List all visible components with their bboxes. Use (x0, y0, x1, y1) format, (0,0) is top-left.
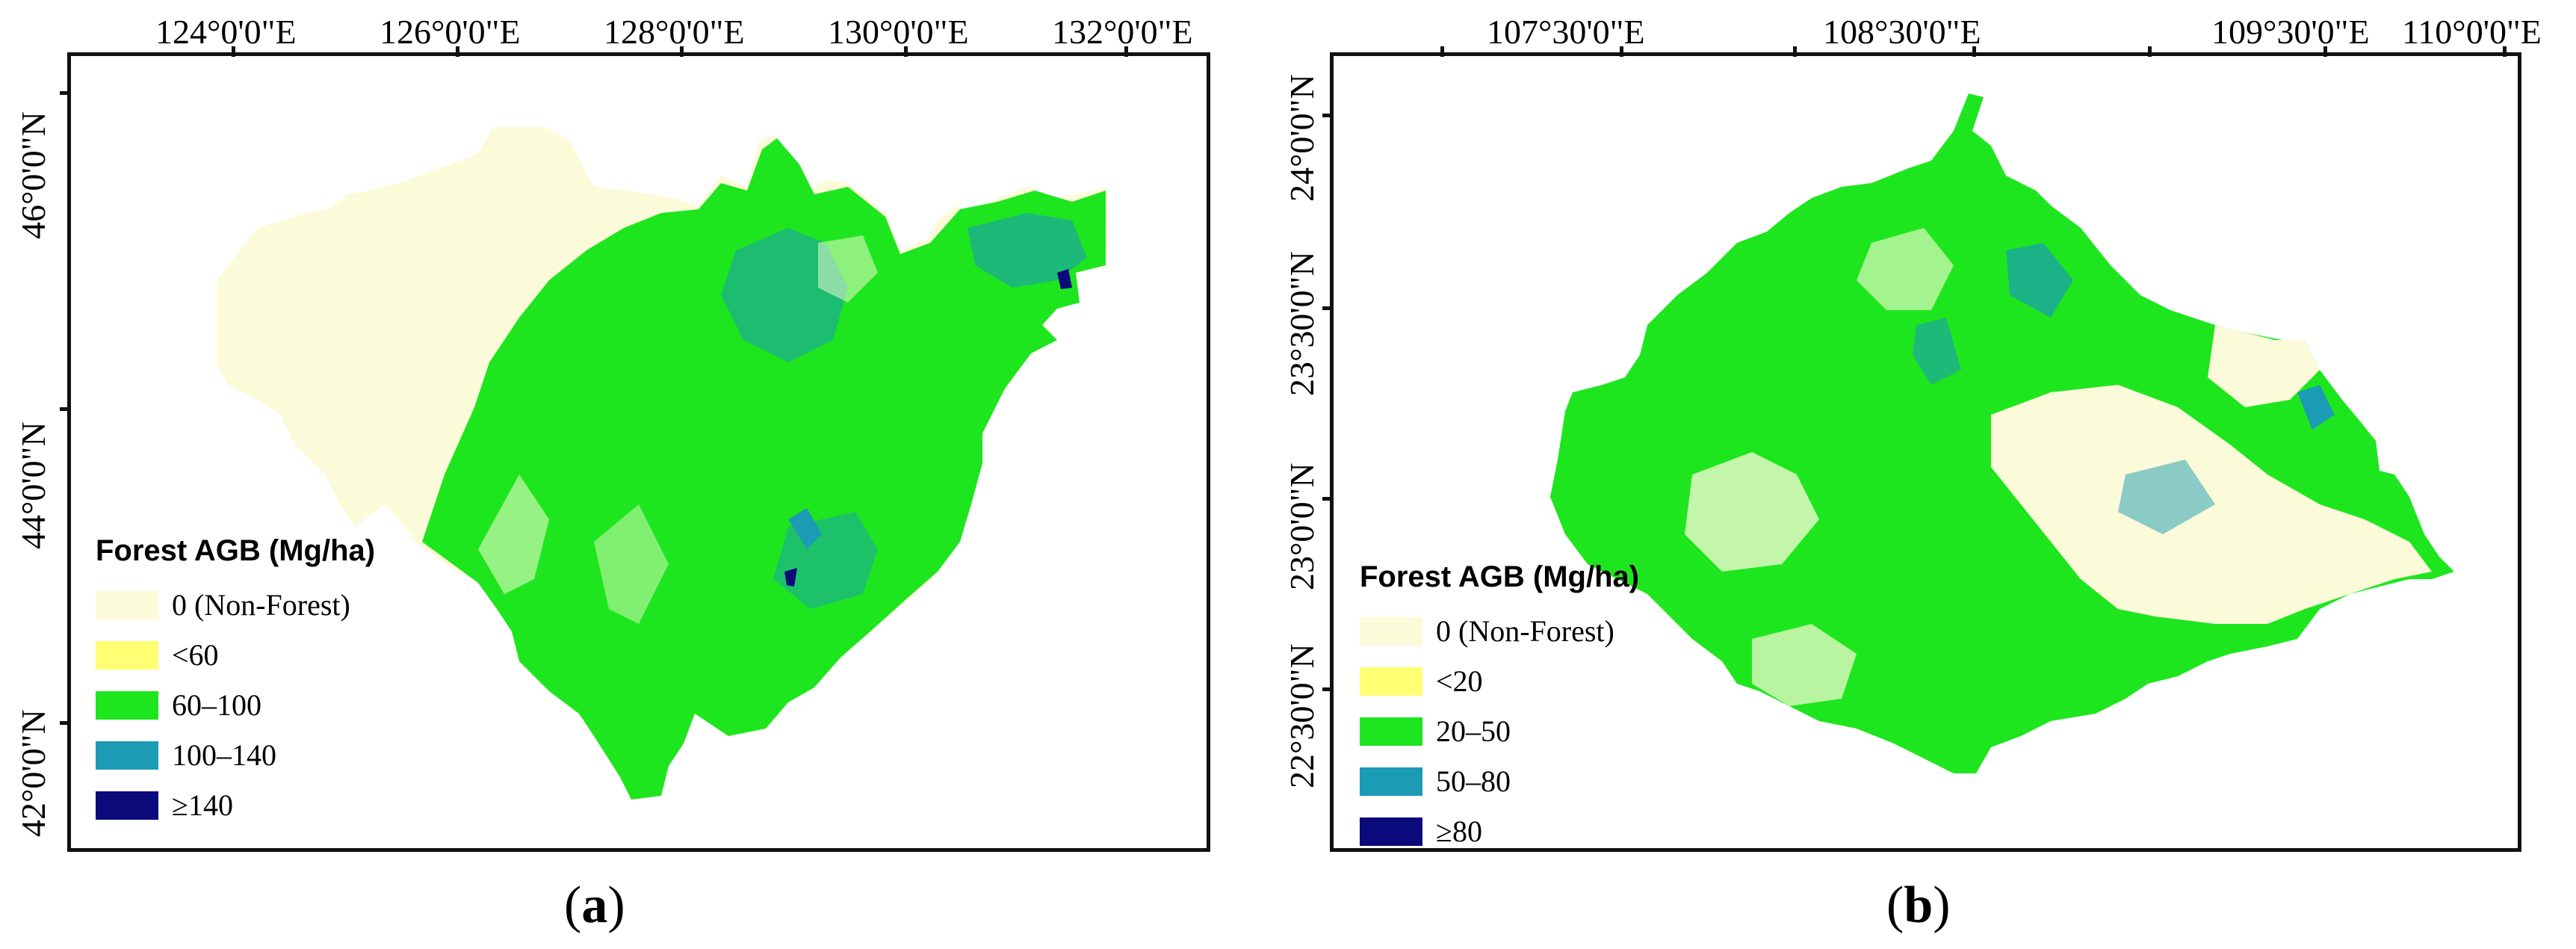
legend-title: Forest AGB (Mg/ha) (1360, 560, 1640, 593)
lat-label: 44°0'0"N (14, 421, 52, 549)
panel-caption-a: (a) (564, 877, 625, 934)
lat-label: 24°0'0"N (1283, 74, 1321, 202)
lat-label: 22°30'0"N (1283, 643, 1321, 788)
legend-label: ≥80 (1436, 814, 1482, 848)
lon-label: 128°0'0"E (604, 13, 745, 51)
lat-label: 46°0'0"N (14, 111, 52, 239)
legend-item: 0 (Non-Forest) (96, 580, 375, 630)
legend-label: 20–50 (1436, 714, 1511, 748)
legend-swatch (96, 690, 158, 720)
legend-swatch (1360, 616, 1422, 646)
legend-label: 0 (Non-Forest) (1436, 614, 1614, 648)
legend-swatch (96, 640, 158, 670)
region-forest-50-80 (1913, 318, 1961, 385)
lat-label: 23°0'0"N (1283, 463, 1321, 590)
region-forest-140 (1057, 269, 1072, 289)
legend-item: 0 (Non-Forest) (1360, 606, 1639, 656)
region-non-forest (1752, 624, 1857, 706)
legend-a: Forest AGB (Mg/ha) 0 (Non-Forest) <60 60… (96, 534, 375, 830)
forest-agb-map-a (217, 127, 1109, 800)
legend-item: 20–50 (1360, 706, 1639, 756)
legend-label: 50–80 (1436, 764, 1511, 798)
legend-item: 100–140 (96, 730, 375, 780)
lon-label: 108°30'0"E (1823, 13, 1981, 51)
legend-item: 60–100 (96, 680, 375, 730)
lat-label: 42°0'0"N (14, 709, 52, 837)
legend-item: <60 (96, 630, 375, 680)
region-non-forest (2208, 325, 2320, 407)
legend-swatch (1360, 717, 1422, 746)
legend-label: 60–100 (172, 688, 261, 722)
legend-label: 100–140 (172, 738, 276, 772)
lon-label: 124°0'0"E (155, 13, 297, 51)
legend-swatch (96, 741, 158, 770)
region-non-forest (1857, 228, 1954, 310)
lon-label: 130°0'0"E (828, 13, 969, 51)
legend-item: ≥80 (1360, 806, 1639, 856)
legend-b: Forest AGB (Mg/ha) 0 (Non-Forest) <20 20… (1360, 560, 1639, 856)
region-forest-100-140 (721, 228, 848, 362)
region-forest-50-80 (2297, 385, 2335, 430)
lat-label: 23°30'0"N (1283, 251, 1321, 396)
legend-item: 50–80 (1360, 756, 1639, 806)
legend-item: ≥140 (96, 780, 375, 830)
lon-label: 126°0'0"E (380, 13, 521, 51)
region-forest-140 (784, 568, 797, 587)
legend-swatch (96, 791, 158, 820)
panel-caption-b: (b) (1886, 877, 1951, 934)
region-non-forest (818, 235, 878, 303)
region-non-forest (478, 474, 549, 594)
legend-swatch (1360, 817, 1422, 846)
region-non-forest (1685, 452, 1819, 572)
legend-label: <20 (1436, 664, 1483, 698)
legend-label: ≥140 (172, 788, 233, 822)
lon-label: 109°30'0"E (2211, 13, 2370, 51)
legend-swatch (1360, 767, 1422, 796)
lon-label: 110°0'0"E (2402, 13, 2542, 51)
lon-label: 107°30'0"E (1487, 13, 1645, 51)
forest-agb-map-b (1550, 93, 2454, 773)
legend-swatch (96, 590, 158, 619)
region-forest-100-140 (788, 508, 822, 549)
legend-label: <60 (172, 638, 219, 672)
region-non-forest (594, 504, 669, 624)
legend-swatch (1360, 667, 1422, 696)
region-forest-60-100 (422, 138, 1106, 800)
legend-label: 0 (Non-Forest) (172, 588, 350, 622)
lon-label: 132°0'0"E (1052, 13, 1193, 51)
legend-item: <20 (1360, 656, 1639, 706)
region-forest-100-140 (967, 213, 1087, 288)
region-forest-50-80 (2118, 460, 2215, 534)
region-forest-50-80 (2006, 243, 2073, 318)
legend-title: Forest AGB (Mg/ha) (96, 534, 376, 567)
